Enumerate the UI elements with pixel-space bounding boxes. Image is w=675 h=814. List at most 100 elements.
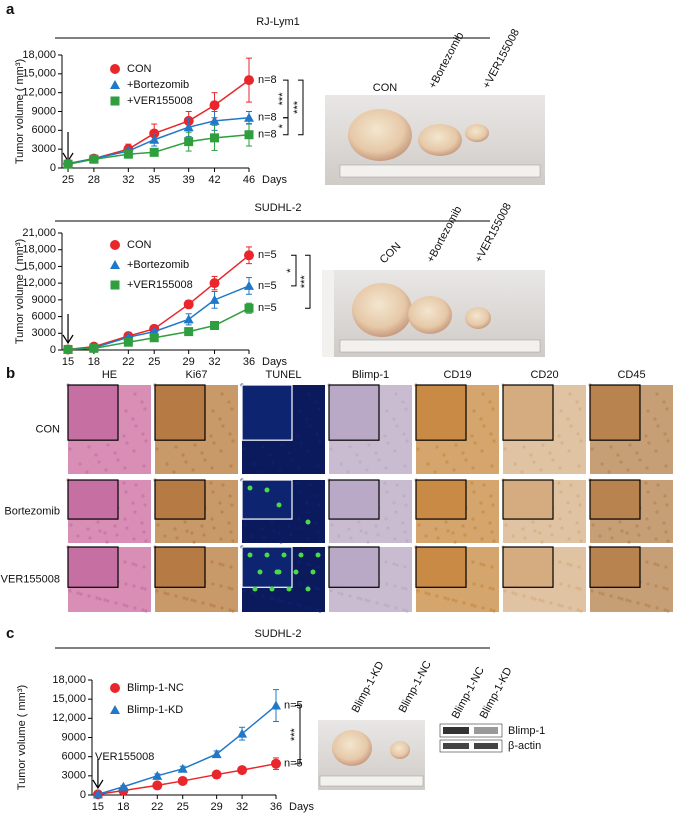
ihc-cell	[550, 533, 554, 537]
ihc-cell	[662, 586, 666, 590]
ihc-image	[240, 545, 325, 613]
ihc-image	[240, 478, 325, 544]
ihc-cell	[103, 598, 107, 602]
ihc-cell	[374, 451, 378, 455]
ihc-cell	[209, 603, 213, 607]
ihc-inset	[154, 479, 206, 520]
ihc-inset	[502, 546, 554, 588]
ihc-inset	[67, 546, 119, 588]
ihc-cell	[557, 434, 561, 438]
ihc-cell	[395, 424, 399, 428]
ihc-cell	[490, 464, 494, 468]
ihc-cell	[94, 453, 98, 457]
ihc-cell	[230, 587, 234, 591]
ihc-cell	[647, 604, 651, 608]
ihc-cell	[471, 466, 475, 470]
legend-label: Blimp-1-KD	[127, 704, 183, 716]
ihc-cell	[646, 490, 650, 494]
ihc-cell	[210, 517, 214, 521]
ihc-cell	[296, 481, 300, 485]
ihc-cell	[538, 598, 542, 602]
ihc-cell	[608, 527, 612, 531]
ihc-cell	[427, 592, 431, 596]
ihc-cell	[212, 441, 216, 445]
marker	[237, 728, 248, 738]
y-tick-label: 3000	[32, 143, 56, 155]
ihc-cell	[530, 596, 534, 600]
ihc-cell	[230, 503, 234, 507]
ihc-cell	[221, 424, 225, 428]
ihc-cell	[141, 608, 145, 612]
marker	[244, 303, 254, 313]
ihc-cell	[551, 458, 555, 462]
ihc-cell	[392, 417, 396, 421]
ihc-cell	[481, 606, 485, 610]
ihc-cell	[143, 503, 147, 507]
ihc-cell	[144, 539, 148, 543]
ihc-cell	[443, 596, 447, 600]
ihc-cell	[417, 523, 421, 527]
ihc-cell	[308, 424, 312, 428]
ihc-cell	[183, 520, 187, 524]
ihc-cell	[627, 540, 631, 544]
ihc-cell	[317, 503, 321, 507]
ihc-cell	[523, 536, 527, 540]
ihc-cell	[87, 445, 91, 449]
ihc-inset	[415, 479, 467, 520]
ihc-cell	[79, 592, 83, 596]
ihc-cell	[191, 468, 195, 472]
ihc-cell	[560, 526, 564, 530]
ihc-cell	[610, 536, 614, 540]
x-tick-label: 39	[183, 174, 195, 186]
ihc-cell	[567, 537, 571, 541]
ihc-cell	[645, 466, 649, 470]
legend-marker	[110, 96, 120, 106]
ihc-cell	[522, 445, 526, 449]
ihc-cell	[133, 510, 137, 514]
ihc-image	[153, 545, 238, 613]
ihc-cell	[405, 539, 409, 543]
ihc-cell	[211, 490, 215, 494]
ihc-cell	[141, 432, 145, 436]
ihc-cell	[385, 490, 389, 494]
ihc-cell	[317, 587, 321, 591]
ihc-cell	[453, 540, 457, 544]
column-header: CD20	[530, 369, 558, 381]
ihc-cell	[218, 501, 222, 505]
ihc-cell	[298, 582, 302, 586]
y-tick-label: 21,000	[22, 227, 56, 239]
ihc-cell	[347, 527, 351, 531]
marker	[211, 769, 222, 780]
photo-label: Blimp-1-NC	[397, 659, 434, 715]
ihc-cell	[116, 458, 120, 462]
marker	[89, 343, 99, 353]
ihc-cell	[520, 470, 524, 474]
ihc-cell	[272, 597, 276, 601]
legend-marker	[110, 705, 120, 714]
ihc-cell	[297, 517, 301, 521]
marker	[244, 280, 254, 290]
ihc-cell	[481, 510, 485, 514]
ihc-cell	[384, 560, 388, 564]
x-tick-label: 18	[117, 801, 129, 813]
ihc-cell	[393, 449, 397, 453]
ihc-cell	[287, 451, 291, 455]
arrow	[62, 132, 74, 163]
ihc-image	[327, 478, 412, 544]
ihc-cell	[231, 609, 235, 613]
ihc-cell	[538, 531, 542, 535]
western-blot	[439, 723, 503, 753]
marker	[152, 770, 163, 780]
ihc-cell	[98, 597, 102, 601]
y-axis-label: Tumor volume ( mm³)	[14, 239, 26, 344]
ihc-cell	[315, 432, 319, 436]
chart-title: SUDHL-2	[254, 202, 301, 214]
marker	[184, 137, 194, 147]
ihc-cell	[625, 598, 629, 602]
ihc-cell	[445, 460, 449, 464]
ihc-cell	[339, 462, 343, 466]
ihc-cell	[278, 468, 282, 472]
ihc-cell	[163, 534, 167, 538]
ihc-cell	[280, 599, 284, 603]
